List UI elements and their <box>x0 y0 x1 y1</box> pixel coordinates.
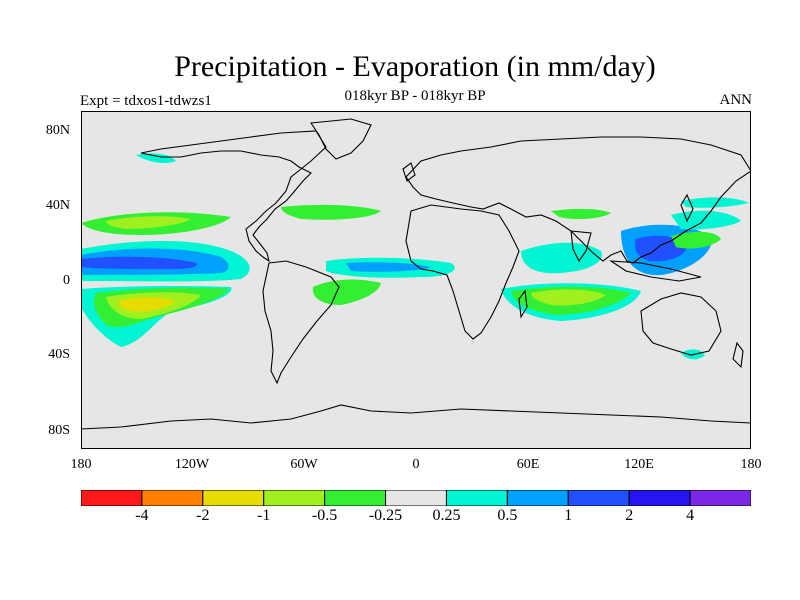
contour-region <box>671 210 741 230</box>
colorbar-swatch <box>202 490 265 506</box>
coastlines <box>81 118 751 430</box>
x-tick-label: 180 <box>740 457 762 472</box>
x-tick-label: 60E <box>516 457 540 472</box>
coastline <box>310 118 372 160</box>
plot-subtitle: 018kyr BP - 018kyr BP <box>344 88 486 104</box>
colorbar <box>81 490 751 506</box>
y-tick-label: 40N <box>45 198 70 213</box>
coastline <box>81 404 751 430</box>
colorbar-label: 2 <box>625 507 634 524</box>
colorbar-swatch <box>385 490 447 506</box>
y-tick-label: 0 <box>63 273 70 288</box>
y-tick-label: 80S <box>48 423 70 438</box>
x-tick-label: 120E <box>624 457 654 472</box>
coastline <box>608 260 702 282</box>
colorbar-label: -4 <box>135 507 149 524</box>
contour-region <box>551 208 611 220</box>
colorbar-label: -0.5 <box>311 507 338 524</box>
contour-region <box>681 197 749 208</box>
colorbar-label: 4 <box>686 507 695 524</box>
colorbar-swatch <box>689 490 751 506</box>
contour-region <box>312 279 381 305</box>
colorbar-swatch <box>506 490 569 506</box>
y-tick-label: 80N <box>45 123 70 138</box>
colorbar-swatch <box>81 490 143 506</box>
colorbar-label: 1 <box>564 507 573 524</box>
colorbar-swatch <box>263 490 326 506</box>
coastline <box>405 136 751 264</box>
experiment-label: Expt = tdxos1-tdwzs1 <box>80 93 212 109</box>
coastline <box>262 260 340 385</box>
colorbar-label: -0.25 <box>368 507 403 524</box>
y-tick-label: 40S <box>48 347 70 362</box>
colorbar-swatch <box>567 490 630 506</box>
coastline <box>518 289 528 319</box>
season-label: ANN <box>719 92 753 108</box>
x-tick-label: 120W <box>174 457 210 472</box>
plot-title: Precipitation - Evaporation (in mm/day) <box>174 50 656 83</box>
x-tick-label: 60W <box>290 457 318 472</box>
contour-region <box>118 297 176 312</box>
x-tick-label: 0 <box>412 457 420 472</box>
colorbar-label: 0.5 <box>497 507 518 524</box>
colorbar-swatch <box>628 490 691 506</box>
colorbar-swatch <box>324 490 387 506</box>
colorbar-label: 0.25 <box>432 507 461 524</box>
contour-region <box>531 289 606 306</box>
colorbar-swatch <box>141 490 204 506</box>
contour-region <box>521 242 602 274</box>
coastline <box>402 162 416 182</box>
contour-region <box>81 256 197 269</box>
contour-fills <box>81 153 749 360</box>
contour-region <box>136 153 176 163</box>
x-tick-label: 180 <box>70 457 92 472</box>
contour-region <box>281 204 381 220</box>
contour-region <box>106 216 191 229</box>
colorbar-swatch <box>445 490 508 506</box>
contour-region <box>671 231 721 249</box>
coastline <box>680 193 694 223</box>
contour-region <box>346 262 431 272</box>
coastline <box>732 341 744 369</box>
coastline <box>640 292 722 356</box>
world-map-plot <box>81 111 751 449</box>
coastline <box>405 204 520 340</box>
map-frame <box>81 111 751 449</box>
colorbar-label: -1 <box>257 507 271 524</box>
coastline <box>570 230 592 263</box>
colorbar-label: -2 <box>196 507 210 524</box>
